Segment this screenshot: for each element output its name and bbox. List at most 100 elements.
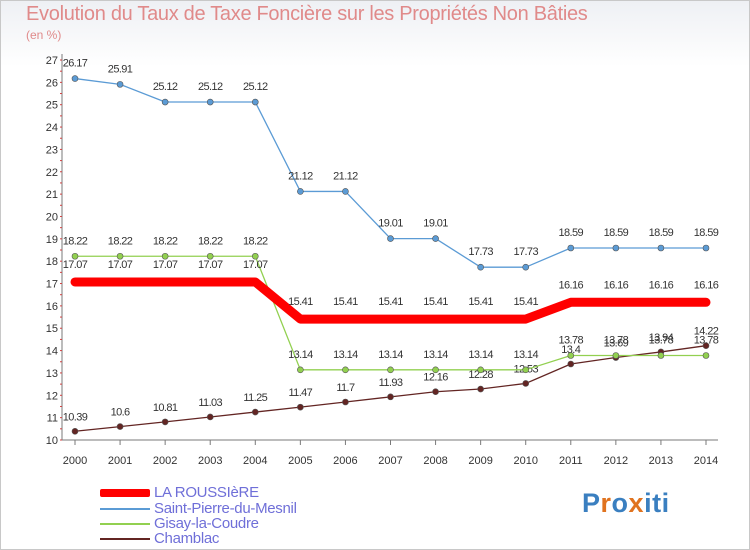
data-label: 10.6 — [111, 407, 130, 419]
data-point — [161, 418, 169, 426]
data-label: 13.14 — [288, 349, 313, 361]
data-label: 21.12 — [288, 170, 313, 182]
data-point — [342, 366, 349, 374]
y-tick-label: 10 — [46, 435, 58, 447]
series-saint-pierre-du-mesnil: 26.17 25.91 25.12 25.12 25.12 21.12 21.12 19.01… — [63, 58, 719, 271]
data-label: 25.12 — [243, 81, 268, 93]
y-tick-label: 21 — [46, 189, 58, 201]
data-label: 10.81 — [153, 402, 178, 414]
y-tick-label: 13 — [46, 368, 58, 380]
data-point — [432, 388, 439, 396]
data-label: 15.41 — [288, 296, 313, 308]
data-point — [116, 423, 124, 430]
data-label: 13.4 — [561, 344, 580, 356]
data-label: 13.78 — [694, 335, 719, 347]
data-label: 25.91 — [108, 63, 133, 75]
x-tick-label: 2008 — [423, 455, 447, 467]
data-label: 12.28 — [468, 369, 493, 381]
x-tick-label: 2014 — [694, 455, 718, 467]
data-point — [206, 277, 215, 286]
data-label: 12.16 — [423, 372, 448, 384]
data-point — [71, 277, 79, 286]
data-point — [297, 366, 304, 374]
data-point — [432, 235, 439, 242]
y-tick-label: 22 — [46, 167, 58, 179]
data-label: 13.78 — [559, 335, 584, 347]
x-tick-label: 2012 — [604, 455, 628, 467]
data-point — [431, 315, 440, 324]
x-tick-label: 2011 — [559, 455, 583, 467]
y-tick-label: 24 — [46, 122, 58, 134]
data-label: 17.07 — [243, 259, 268, 271]
proxiti-logo: Proxiti — [582, 488, 670, 519]
data-point — [702, 352, 710, 359]
data-label: 18.22 — [63, 235, 88, 247]
legend-swatch — [100, 489, 150, 498]
data-point — [116, 252, 124, 260]
data-label: 16.16 — [694, 279, 719, 291]
data-point — [342, 398, 349, 406]
legend-item-chamblac: Chamblac — [100, 530, 219, 547]
data-label: 15.41 — [423, 296, 448, 308]
legend-label: LA ROUSSIèRE — [154, 484, 259, 501]
data-point — [657, 244, 665, 252]
chart-title: Evolution du Taux de Taxe Foncière sur l… — [26, 3, 588, 25]
logo-letter: i — [644, 488, 653, 518]
data-point — [387, 235, 394, 242]
data-label: 19.01 — [378, 218, 403, 230]
x-tick-label: 2010 — [513, 455, 537, 467]
data-label: 17.07 — [153, 259, 178, 271]
data-point — [702, 298, 710, 307]
data-label: 18.22 — [198, 235, 223, 247]
x-tick-label: 2002 — [153, 455, 177, 467]
data-label: 13.69 — [604, 338, 629, 350]
data-point — [522, 380, 530, 387]
data-label: 17.07 — [108, 259, 133, 271]
data-label: 14.22 — [694, 326, 719, 338]
data-point — [161, 252, 169, 260]
legend-swatch — [100, 523, 150, 526]
series-la-roussi-re: 17.07 17.07 17.07 17.07 17.07 15.41 15.41 15.41… — [63, 259, 719, 324]
data-point — [161, 277, 170, 286]
data-label: 15.41 — [513, 296, 538, 308]
data-label: 17.73 — [513, 246, 538, 258]
data-label: 18.22 — [243, 235, 268, 247]
data-label: 19.01 — [423, 218, 448, 230]
x-tick-label: 2000 — [63, 455, 87, 467]
data-label: 13.14 — [333, 349, 358, 361]
data-label: 11.47 — [288, 387, 312, 399]
data-point — [522, 366, 530, 374]
data-label: 13.14 — [378, 349, 403, 361]
legend-label: Chamblac — [154, 530, 220, 547]
data-point — [297, 188, 304, 195]
data-point — [386, 315, 395, 324]
data-label: 18.59 — [649, 227, 674, 239]
legend-item-la-roussiere: LA ROUSSIèRE — [100, 484, 259, 501]
data-point — [116, 277, 125, 286]
y-tick-label: 17 — [46, 279, 58, 291]
data-point — [387, 366, 394, 374]
data-point — [657, 352, 665, 359]
data-label: 13.78 — [649, 335, 674, 347]
y-tick-label: 12 — [46, 390, 58, 402]
logo-letter: o — [611, 488, 629, 518]
series-gisay-la-coudre: 18.22 18.22 18.22 18.22 18.22 13.14 13.14 13.14… — [63, 235, 719, 374]
y-axis-unit-label: (en %) — [26, 28, 62, 42]
data-label: 17.07 — [63, 259, 88, 271]
data-label: 16.16 — [559, 279, 584, 291]
data-label: 18.22 — [153, 235, 178, 247]
legend-label: Gisay-la-Coudre — [154, 515, 259, 532]
y-tick-label: 14 — [46, 346, 58, 358]
y-tick-label: 26 — [46, 77, 58, 89]
x-tick-label: 2006 — [333, 455, 357, 467]
y-tick-label: 19 — [46, 234, 58, 246]
y-tick-label: 15 — [46, 323, 58, 335]
data-label: 18.59 — [604, 227, 629, 239]
data-point — [251, 408, 259, 416]
y-tick-label: 25 — [46, 100, 58, 112]
data-point — [702, 244, 710, 252]
data-point — [567, 244, 575, 252]
data-label: 11.25 — [243, 392, 267, 404]
data-label: 18.22 — [108, 235, 133, 247]
